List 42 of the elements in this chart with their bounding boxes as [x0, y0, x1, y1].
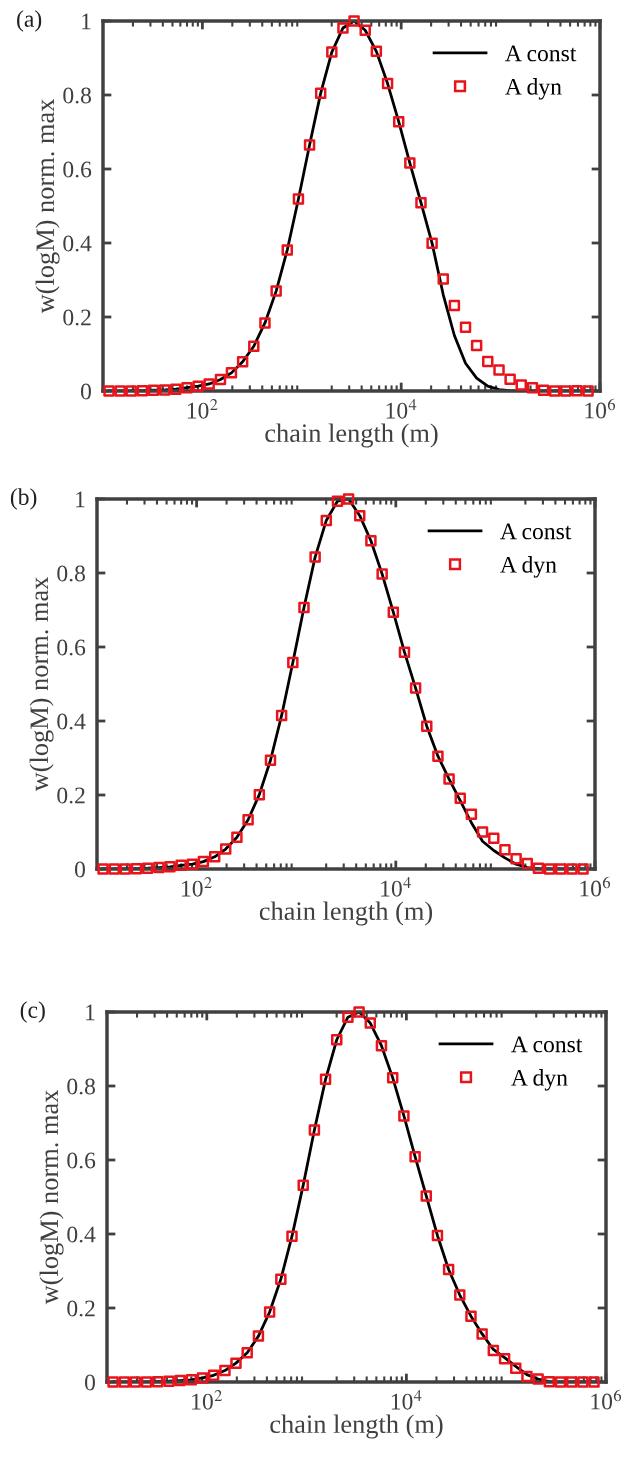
x-tick-label: 10$^{2}$ — [187, 398, 218, 419]
legend-label: A dyn — [511, 1069, 568, 1091]
y-tick-label: 0 — [84, 1374, 95, 1391]
y-tick-label: 0.8 — [67, 1078, 95, 1095]
legend-label: A dyn — [505, 78, 562, 100]
y-tick-label: 0 — [80, 383, 91, 400]
y-tick-label: 0.6 — [57, 639, 86, 656]
x-tick-label: 10$^{4}$ — [381, 876, 411, 897]
x-tick-label: 10$^{4}$ — [386, 398, 417, 419]
y-tick-label: 0.2 — [67, 1300, 95, 1317]
x-tick-label: 10$^{6}$ — [591, 1389, 622, 1410]
x-axis-title: chain length (m) — [259, 901, 433, 926]
x-tick-label: 10$^{2}$ — [192, 1389, 222, 1410]
y-tick-label: 0.8 — [63, 87, 91, 104]
x-tick-label: 10$^{2}$ — [182, 876, 212, 897]
x-tick-label: 10$^{6}$ — [585, 398, 616, 419]
chart-title: (b) — [10, 488, 37, 510]
x-axis-title: chain length (m) — [270, 1414, 443, 1439]
y-tick-label: 0.2 — [57, 787, 85, 804]
legend-label: A const — [511, 1036, 583, 1053]
y-tick-label: 0 — [74, 861, 85, 878]
x-tick-label: 10$^{6}$ — [580, 876, 611, 897]
y-tick-label: 1 — [82, 13, 91, 30]
legend-label: A const — [505, 45, 577, 62]
y-tick-label: 0.4 — [63, 235, 92, 252]
y-tick-label: 0.4 — [57, 713, 86, 730]
y-axis-title: w(logM) norm. max — [35, 98, 60, 314]
legend-label: A const — [500, 523, 572, 540]
y-axis-title: w(logM) norm. max — [39, 1089, 64, 1305]
y-tick-label: 0.2 — [63, 309, 91, 326]
y-tick-label: 0.8 — [57, 565, 85, 582]
chart-title: (a) — [17, 10, 42, 32]
x-axis-title: chain length (m) — [265, 423, 438, 448]
y-tick-label: 1 — [76, 491, 85, 508]
y-axis-title: w(logM) norm. max — [29, 576, 54, 792]
legend-label: A dyn — [500, 556, 557, 578]
chart-title: (c) — [20, 1001, 45, 1023]
y-tick-label: 0.4 — [67, 1226, 96, 1243]
y-tick-label: 0.6 — [67, 1152, 96, 1169]
x-tick-label: 10$^{4}$ — [391, 1389, 422, 1410]
y-tick-label: 0.6 — [63, 161, 92, 178]
y-tick-label: 1 — [86, 1004, 95, 1021]
